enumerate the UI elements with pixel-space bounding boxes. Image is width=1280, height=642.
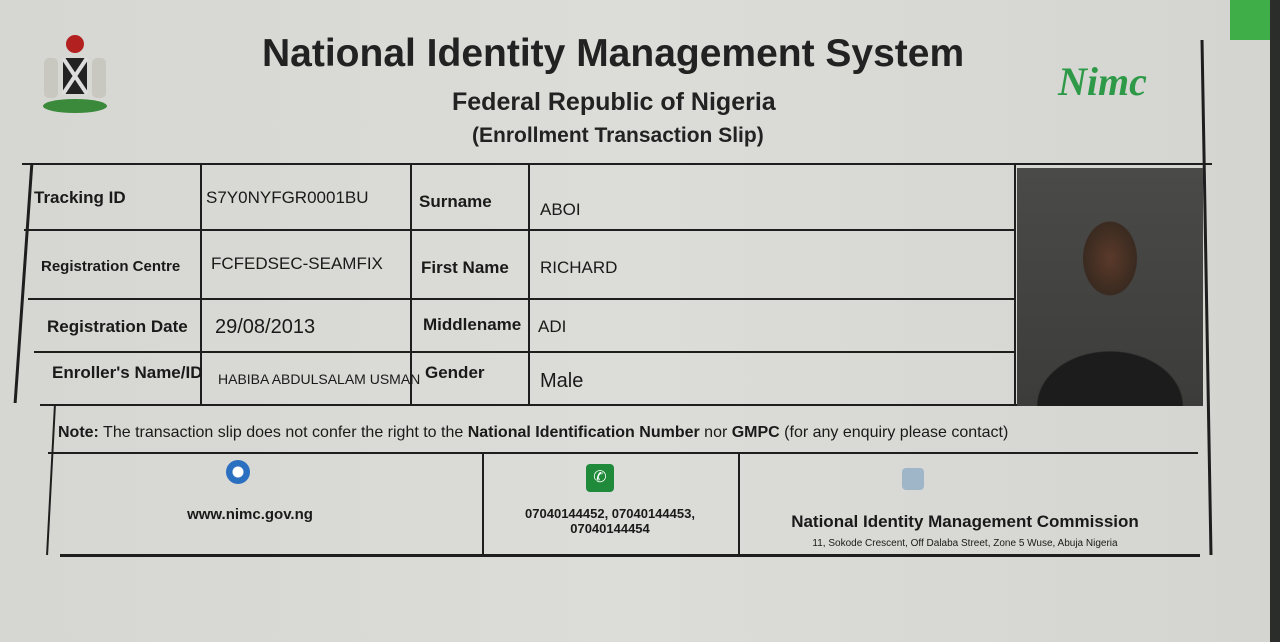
building-icon [902,468,924,490]
registration-date-value: 29/08/2013 [215,315,316,338]
phone-icon: ✆ [586,464,614,492]
note-text: nor [699,424,732,441]
note: Note: The transaction slip does not conf… [58,424,1008,442]
passport-photo [1017,168,1203,406]
note-text: (for any enquiry please contact) [779,424,1009,441]
background-green [1230,0,1270,40]
enroller-value: HABIBA ABDULSALAM USMAN [218,371,421,387]
internet-explorer-icon [226,460,250,484]
subtitle: Federal Republic of Nigeria [452,88,776,116]
website-link[interactable]: www.nimc.gov.ng [187,506,313,523]
page-title: National Identity Management System [262,32,965,75]
slip-type: (Enrollment Transaction Slip) [472,124,764,147]
registration-centre-label: Registration Centre [41,257,181,275]
nimc-logo: Nimc [1058,59,1147,104]
surname-label: Surname [419,192,492,211]
note-text: The transaction slip does not confer the… [98,424,468,441]
registration-date-label: Registration Date [47,317,188,336]
first-name-label: First Name [421,258,509,277]
org-address: 11, Sokode Crescent, Off Dalaba Street, … [812,538,1118,549]
note-prefix: Note: [58,424,99,441]
org-name: National Identity Management Commission [791,512,1139,531]
middlename-value: ADI [538,317,567,336]
gender-value: Male [540,369,584,392]
phone-line-2: 07040144454 [570,521,650,536]
enroller-label: Enroller's Name/ID [52,363,203,382]
gender-label: Gender [425,363,485,382]
registration-centre-value: FCFEDSEC-SEAMFIX [211,254,383,273]
note-nin: National Identification Number [467,424,700,441]
first-name-value: RICHARD [540,258,618,277]
tracking-id-label: Tracking ID [34,188,126,207]
tracking-id-value: S7Y0NYFGR0001BU [206,188,369,207]
phone-line-1: 07040144452, 07040144453, [525,506,695,521]
phone-numbers: 07040144452, 07040144453, 07040144454 [490,506,730,536]
coat-of-arms-icon [43,35,107,113]
surname-value: ABOI [540,200,581,219]
middlename-label: Middlename [423,315,522,334]
note-gmpc: GMPC [731,424,780,441]
